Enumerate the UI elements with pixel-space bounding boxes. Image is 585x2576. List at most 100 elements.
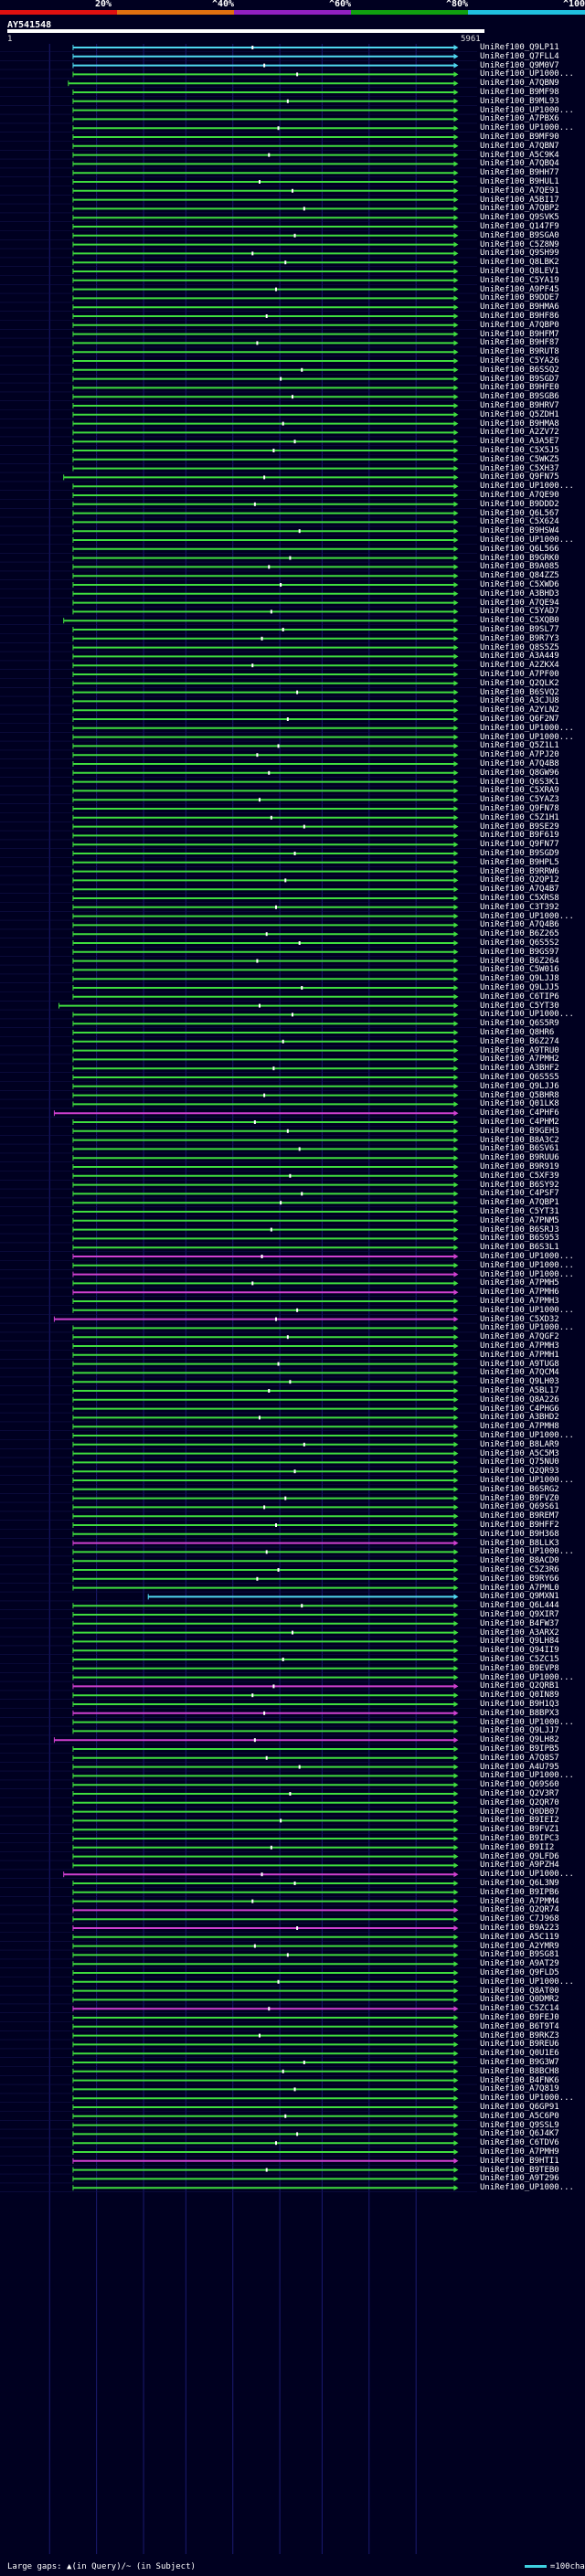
hit-label[interactable]: UniRef100_B9GS97 (480, 947, 559, 957)
hit-label[interactable]: UniRef100_A7PMH1 (480, 1350, 559, 1360)
hit-label[interactable]: UniRef100_C5XWD6 (480, 580, 559, 589)
hit-label[interactable]: UniRef100_B9RUU6 (480, 1153, 559, 1163)
hit-label[interactable]: UniRef100_B9MF90 (480, 133, 559, 142)
hit-label[interactable]: UniRef100_B9GRK0 (480, 553, 559, 563)
hit-label[interactable]: UniRef100_C7J968 (480, 1914, 559, 1924)
hit-label[interactable]: UniRef100_Q9SVK5 (480, 213, 559, 223)
hit-label[interactable]: UniRef100_A7QBQ4 (480, 159, 559, 169)
hit-label[interactable]: UniRef100_A9PZH4 (480, 1860, 559, 1871)
hit-label[interactable]: UniRef100_UP1000... (480, 1305, 574, 1315)
hit-label[interactable]: UniRef100_Q75NU0 (480, 1458, 559, 1468)
hit-label[interactable]: UniRef100_B9A085 (480, 562, 559, 572)
hit-label[interactable]: UniRef100_B9G3W7 (480, 2058, 559, 2067)
hit-label[interactable]: UniRef100_Q9LFD6 (480, 1851, 559, 1861)
hit-label[interactable]: UniRef100_B9SGA0 (480, 230, 559, 240)
hit-label[interactable]: UniRef100_C5Z3R6 (480, 1565, 559, 1574)
hit-label[interactable]: UniRef100_A7QE91 (480, 186, 559, 196)
hit-label[interactable]: UniRef100_B9II2 (480, 1842, 555, 1852)
hit-label[interactable]: UniRef100_Q6S3K1 (480, 777, 559, 787)
hit-label[interactable]: UniRef100_Q9FN75 (480, 472, 559, 482)
hit-label[interactable]: UniRef100_Q6L567 (480, 508, 559, 518)
hit-label[interactable]: UniRef100_B9REU6 (480, 2040, 559, 2050)
hit-label[interactable]: UniRef100_Q8LEV1 (480, 267, 559, 276)
hit-label[interactable]: UniRef100_Q2QP12 (480, 875, 559, 885)
hit-label[interactable]: UniRef100_Q9FN77 (480, 840, 559, 850)
hit-label[interactable]: UniRef100_A7QE90 (480, 491, 559, 500)
hit-label[interactable]: UniRef100_UP1000... (480, 1771, 574, 1781)
hit-label[interactable]: UniRef100_Q8A226 (480, 1394, 559, 1405)
hit-label[interactable]: UniRef100_Q9XIR7 (480, 1610, 559, 1619)
hit-label[interactable]: UniRef100_UP1000... (480, 69, 574, 80)
hit-label[interactable]: UniRef100_A4U795 (480, 1762, 559, 1772)
hit-label[interactable]: UniRef100_B4FNK6 (480, 2075, 559, 2085)
hit-label[interactable]: UniRef100_Q6L444 (480, 1601, 559, 1611)
hit-label[interactable]: UniRef100_B4FW37 (480, 1618, 559, 1628)
hit-label[interactable]: UniRef100_Q9LH03 (480, 1377, 559, 1387)
hit-label[interactable]: UniRef100_Q9LP11 (480, 43, 559, 52)
hit-label[interactable]: UniRef100_A2ZV72 (480, 428, 559, 438)
hit-label[interactable]: UniRef100_C5ZC14 (480, 2004, 559, 2014)
hit-label[interactable]: UniRef100_C5X624 (480, 517, 559, 527)
hit-label[interactable]: UniRef100_C6TDV6 (480, 2138, 559, 2148)
hit-label[interactable]: UniRef100_B8BPX3 (480, 1708, 559, 1718)
hit-label[interactable]: UniRef100_A7PMH3 (480, 1297, 559, 1306)
hit-label[interactable]: UniRef100_Q9FN78 (480, 804, 559, 813)
hit-label[interactable]: UniRef100_A3ARX2 (480, 1627, 559, 1638)
hit-label[interactable]: UniRef100_C5WKZ5 (480, 454, 559, 464)
hit-label[interactable]: UniRef100_Q2QLK2 (480, 678, 559, 688)
hit-label[interactable]: UniRef100_UP1000... (480, 1431, 574, 1440)
hit-label[interactable]: UniRef100_UP1000... (480, 105, 574, 115)
hit-label[interactable]: UniRef100_B9MF98 (480, 88, 559, 97)
hit-label[interactable]: UniRef100_B9RRW6 (480, 866, 559, 876)
hit-label[interactable]: UniRef100_B9A223 (480, 1924, 559, 1933)
hit-label[interactable]: UniRef100_Q6GP91 (480, 2103, 559, 2112)
hit-label[interactable]: UniRef100_B6T9T4 (480, 2021, 559, 2031)
hit-label[interactable]: UniRef100_C5W016 (480, 965, 559, 975)
hit-label[interactable]: UniRef100_B9HFM7 (480, 329, 559, 339)
hit-label[interactable]: UniRef100_A7Q4B8 (480, 759, 559, 769)
hit-label[interactable]: UniRef100_Q69S61 (480, 1502, 559, 1512)
hit-label[interactable]: UniRef100_A7PNM5 (480, 1215, 559, 1225)
hit-label[interactable]: UniRef100_Q84ZZ5 (480, 571, 559, 581)
hit-label[interactable]: UniRef100_C5YT30 (480, 1001, 559, 1011)
hit-label[interactable]: UniRef100_Q6S5R9 (480, 1019, 559, 1029)
hit-label[interactable]: UniRef100_Q9LH84 (480, 1637, 559, 1647)
hit-label[interactable]: UniRef100_B9IPC3 (480, 1834, 559, 1843)
hit-label[interactable]: UniRef100_Q7FLL4 (480, 51, 559, 61)
hit-label[interactable]: UniRef100_Q6F2N7 (480, 715, 559, 724)
hit-label[interactable]: UniRef100_B9HTI1 (480, 2156, 559, 2166)
hit-label[interactable]: UniRef100_B9F619 (480, 831, 559, 841)
hit-label[interactable]: UniRef100_A7QBN7 (480, 141, 559, 151)
hit-label[interactable]: UniRef100_A5C5M3 (480, 1448, 559, 1458)
hit-label[interactable]: UniRef100_Q6J4K7 (480, 2129, 559, 2139)
hit-label[interactable]: UniRef100_A9TRU0 (480, 1045, 559, 1055)
hit-label[interactable]: UniRef100_Q9M0V7 (480, 60, 559, 70)
hit-label[interactable]: UniRef100_B9EVP8 (480, 1663, 559, 1673)
hit-label[interactable]: UniRef100_B6S3L1 (480, 1243, 559, 1253)
hit-label[interactable]: UniRef100_Q9LJJ7 (480, 1726, 559, 1736)
hit-label[interactable]: UniRef100_B9R7Y3 (480, 633, 559, 643)
hit-label[interactable]: UniRef100_B9IPB5 (480, 1744, 559, 1754)
hit-label[interactable]: UniRef100_Q5ZDH1 (480, 409, 559, 419)
hit-label[interactable]: UniRef100_Q0U1E6 (480, 2049, 559, 2059)
hit-label[interactable]: UniRef100_B8A3C2 (480, 1135, 559, 1145)
hit-label[interactable]: UniRef100_Q9LJJ6 (480, 1081, 559, 1091)
hit-label[interactable]: UniRef100_A2YLN2 (480, 705, 559, 716)
hit-label[interactable]: UniRef100_UP1000... (480, 1547, 574, 1557)
hit-label[interactable]: UniRef100_UP1000... (480, 2094, 574, 2104)
hit-label[interactable]: UniRef100_B9HRV7 (480, 401, 559, 410)
hit-label[interactable]: UniRef100_B9RKZ3 (480, 2030, 559, 2041)
hit-label[interactable]: UniRef100_UP1000... (480, 482, 574, 492)
hit-label[interactable]: UniRef100_Q6S5S2 (480, 938, 559, 948)
hit-label[interactable]: UniRef100_Q9MXN1 (480, 1592, 559, 1602)
hit-label[interactable]: UniRef100_A7Q819 (480, 2084, 559, 2094)
hit-label[interactable]: UniRef100_Q2V3R7 (480, 1789, 559, 1798)
hit-label[interactable]: UniRef100_B9IEI2 (480, 1816, 559, 1826)
hit-label[interactable]: UniRef100_A5BL17 (480, 1386, 559, 1395)
hit-label[interactable]: UniRef100_A3A449 (480, 652, 559, 662)
hit-label[interactable]: UniRef100_C4PHG6 (480, 1404, 559, 1414)
hit-label[interactable]: UniRef100_Q147F9 (480, 222, 559, 231)
hit-label[interactable]: UniRef100_B6SVQ2 (480, 687, 559, 697)
hit-label[interactable]: UniRef100_C5YT31 (480, 1207, 559, 1216)
hit-label[interactable]: UniRef100_A5C9K4 (480, 150, 559, 160)
